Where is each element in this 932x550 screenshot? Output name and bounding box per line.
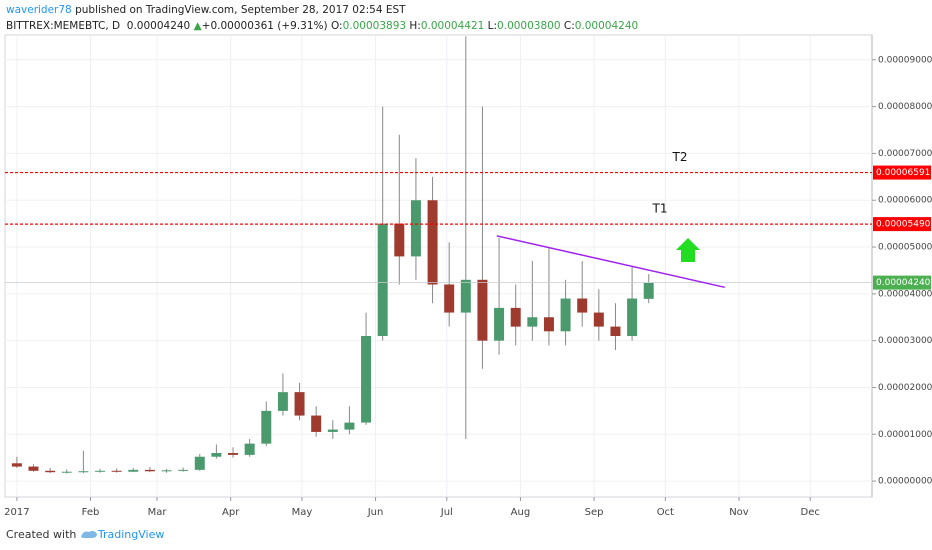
candle-body <box>161 470 172 472</box>
y-tick-label: 0.00008000 <box>878 102 932 112</box>
x-tick-label: Dec <box>801 507 820 518</box>
x-tick-label: Oct <box>657 507 674 518</box>
y-tick-label: 0.00001000 <box>878 430 932 440</box>
candle-body <box>294 392 305 416</box>
level-name: T2 <box>672 150 688 164</box>
candle-body <box>11 463 22 467</box>
candle-body <box>627 298 638 336</box>
x-tick-label: Sep <box>585 507 604 518</box>
candle-body <box>194 456 205 470</box>
author[interactable]: waverider78 <box>6 4 72 16</box>
candle-body <box>643 282 654 299</box>
candle-body <box>128 469 139 472</box>
last-price-tag <box>873 275 931 290</box>
candle-body <box>577 298 588 313</box>
x-tick-label: 2017 <box>4 507 29 518</box>
candle-body <box>444 284 455 313</box>
level-tag <box>873 165 931 180</box>
y-tick-label: 0.00007000 <box>878 149 932 159</box>
candle-body <box>45 470 56 473</box>
chart: 0.00000000 0.00001000 0.00002000 0.00003000… <box>4 34 932 518</box>
x-tick-label: Apr <box>222 507 240 518</box>
footer: Created with TradingView <box>6 527 164 541</box>
candle-body <box>211 453 222 457</box>
candle-body <box>311 415 322 432</box>
published: published on TradingView.com, September … <box>75 4 406 16</box>
trendline <box>496 235 725 289</box>
ohlc-key: C: <box>563 20 575 32</box>
brand[interactable]: TradingView <box>97 528 165 541</box>
candle-body <box>410 200 421 257</box>
candle-body <box>178 469 189 471</box>
logo <box>80 530 97 538</box>
ohlc-key: L: <box>487 20 498 32</box>
x-tick-label: Mar <box>148 507 168 518</box>
y-tick-label: 0.00004000 <box>878 289 932 299</box>
candle-body <box>593 312 604 327</box>
up-arrow <box>676 238 700 262</box>
level-name: T1 <box>652 202 668 216</box>
ohlc-value: 0.00003800 <box>497 20 561 32</box>
candle-body <box>111 470 122 472</box>
x-tick-label: Aug <box>511 507 531 518</box>
y-tick-label: 0.00000000 <box>878 477 932 487</box>
candle-body <box>610 326 621 336</box>
created: Created with <box>6 528 77 541</box>
y-tick-label: 0.00006000 <box>878 196 932 206</box>
candle-body <box>95 470 106 472</box>
ohlc-value: 0.00003893 <box>342 20 407 32</box>
candle-body <box>78 471 89 473</box>
last: 0.00004240 <box>126 20 191 32</box>
candle-body <box>527 317 538 327</box>
candle-body <box>327 429 338 432</box>
y-tick-label: 0.00003000 <box>878 336 932 346</box>
y-tick-label: 0.00005000 <box>878 243 932 253</box>
candle-body <box>344 422 355 430</box>
ohlc-value: 0.00004240 <box>574 20 639 32</box>
candle-body <box>28 466 39 471</box>
ohlc-key: H: <box>409 20 421 32</box>
x-tick-label: Feb <box>82 507 100 518</box>
candle-body <box>560 298 571 332</box>
level-tag <box>873 217 931 232</box>
x-tick-label: May <box>292 507 313 518</box>
x-tick-label: Nov <box>729 507 749 518</box>
candle-body <box>494 307 505 341</box>
candle-body <box>394 223 405 257</box>
candle-body <box>510 307 521 327</box>
candle-body <box>228 453 239 455</box>
ohlc-key: O: <box>330 20 343 32</box>
y-tick-label: 0.00002000 <box>878 383 932 393</box>
symbol: BITTREX:MEMEBTC, D <box>6 20 121 32</box>
header-line: BITTREX:MEMEBTC, D 0.00004240 ▲+0.000003… <box>6 18 638 34</box>
x-tick-label: Jul <box>440 507 453 518</box>
candle-body <box>261 410 272 444</box>
level-tag-label: 0.00006591 <box>876 168 930 178</box>
candle-body <box>144 469 155 472</box>
candle-body <box>61 471 72 473</box>
arrow: ▲ <box>193 20 202 32</box>
candle-body <box>377 223 388 336</box>
candle-body <box>477 279 488 341</box>
ohlc-value: 0.00004421 <box>420 20 485 32</box>
candle-body <box>543 317 554 332</box>
level-tag-label: 0.00005490 <box>876 220 931 230</box>
header: waverider78 published on TradingView.com… <box>6 2 638 34</box>
candle-body <box>427 200 438 285</box>
y-tick-label: 0.00009000 <box>878 55 932 65</box>
candle-body <box>244 443 255 455</box>
change: +0.00000361 (+9.31%) <box>201 20 328 32</box>
plot-frame <box>4 34 873 498</box>
candle-body <box>460 279 471 313</box>
x-tick-label: Jun <box>367 507 384 518</box>
candle-body <box>361 335 372 423</box>
last-price-label: 0.00004240 <box>876 278 931 288</box>
candle-body <box>277 392 288 411</box>
header-line: waverider78 published on TradingView.com… <box>6 2 638 18</box>
